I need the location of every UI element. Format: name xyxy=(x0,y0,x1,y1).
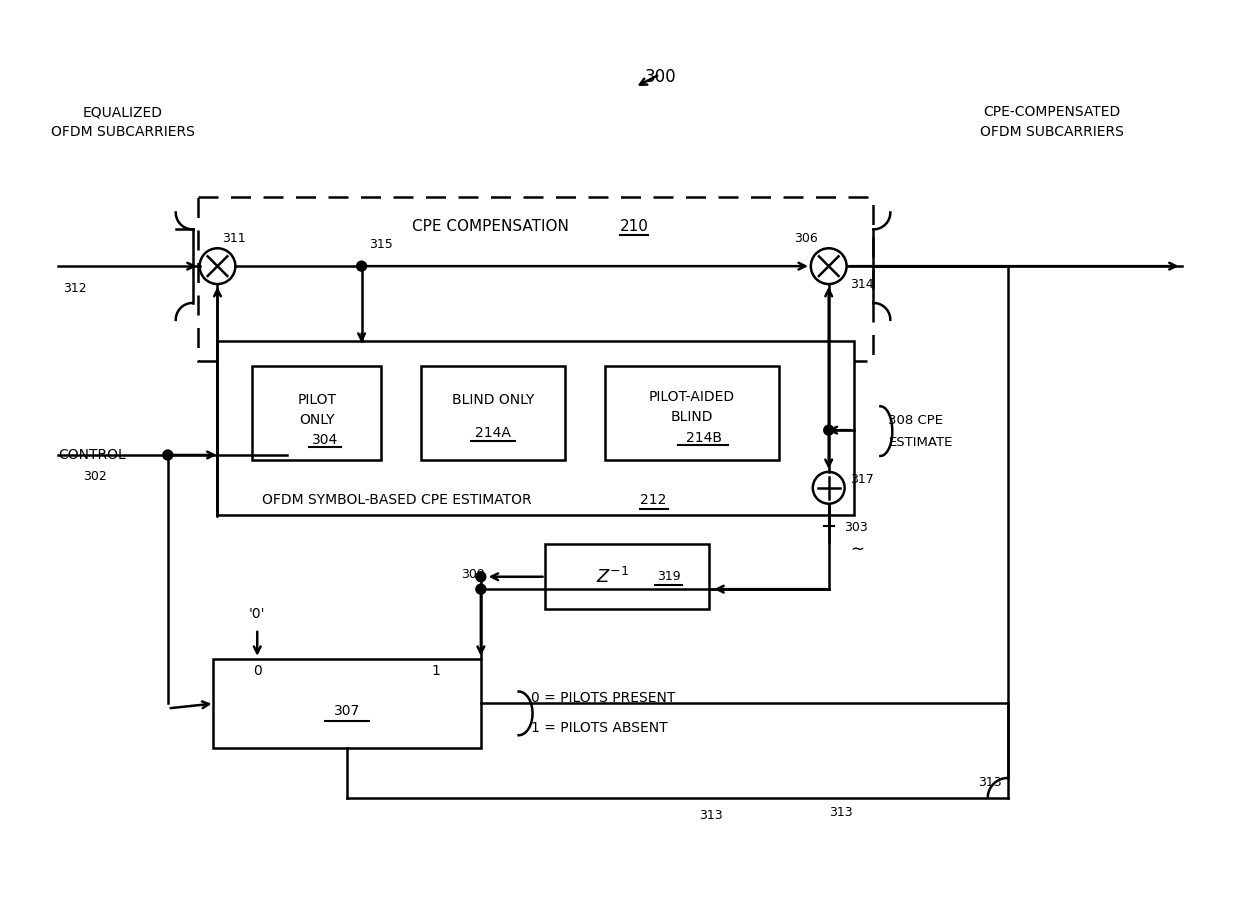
Text: 308 CPE: 308 CPE xyxy=(888,414,944,427)
Text: 313: 313 xyxy=(828,806,852,819)
Circle shape xyxy=(476,572,486,582)
Text: PILOT-AIDED: PILOT-AIDED xyxy=(649,390,735,404)
Text: OFDM SUBCARRIERS: OFDM SUBCARRIERS xyxy=(51,125,195,139)
Bar xyxy=(605,365,779,460)
Text: '0': '0' xyxy=(249,607,265,621)
Text: 210: 210 xyxy=(620,219,649,234)
Text: 314: 314 xyxy=(851,277,874,291)
Text: BLIND: BLIND xyxy=(671,410,713,424)
Text: 303: 303 xyxy=(843,521,867,534)
Text: 317: 317 xyxy=(851,473,874,487)
Text: 1: 1 xyxy=(432,664,440,678)
Circle shape xyxy=(162,450,172,460)
Text: CPE COMPENSATION: CPE COMPENSATION xyxy=(413,219,569,234)
Circle shape xyxy=(812,472,844,504)
Text: 312: 312 xyxy=(63,282,87,294)
Text: 309: 309 xyxy=(461,568,485,581)
Text: 302: 302 xyxy=(83,470,107,484)
Circle shape xyxy=(200,248,236,284)
Text: 311: 311 xyxy=(222,232,246,245)
Text: OFDM SUBCARRIERS: OFDM SUBCARRIERS xyxy=(981,125,1125,139)
Text: $Z^{-1}$: $Z^{-1}$ xyxy=(596,566,629,587)
Bar xyxy=(197,197,873,361)
Text: 0: 0 xyxy=(253,664,262,678)
Text: ONLY: ONLY xyxy=(299,413,335,428)
Text: 214B: 214B xyxy=(686,431,722,445)
Circle shape xyxy=(476,584,486,594)
Text: ESTIMATE: ESTIMATE xyxy=(888,436,952,448)
Text: CONTROL: CONTROL xyxy=(58,448,126,462)
Text: CPE-COMPENSATED: CPE-COMPENSATED xyxy=(983,105,1121,119)
Text: PILOT: PILOT xyxy=(298,393,336,408)
Text: 0 = PILOTS PRESENT: 0 = PILOTS PRESENT xyxy=(531,691,675,706)
Text: 315: 315 xyxy=(370,237,393,251)
Text: EQUALIZED: EQUALIZED xyxy=(83,105,164,119)
Text: 300: 300 xyxy=(645,68,677,86)
Text: $\sim$: $\sim$ xyxy=(847,538,864,556)
Text: 212: 212 xyxy=(640,493,666,506)
Text: 304: 304 xyxy=(311,433,339,447)
Text: 313: 313 xyxy=(978,776,1002,789)
Text: OFDM SYMBOL-BASED CPE ESTIMATOR: OFDM SYMBOL-BASED CPE ESTIMATOR xyxy=(262,493,532,506)
Bar xyxy=(546,545,709,609)
Text: 214A: 214A xyxy=(475,426,511,440)
Text: 306: 306 xyxy=(794,232,817,245)
Text: 1 = PILOTS ABSENT: 1 = PILOTS ABSENT xyxy=(531,721,667,736)
Bar xyxy=(217,341,853,515)
Bar xyxy=(252,365,382,460)
Text: 313: 313 xyxy=(699,809,723,823)
Circle shape xyxy=(811,248,847,284)
Circle shape xyxy=(357,261,367,271)
Text: 307: 307 xyxy=(334,704,360,718)
Circle shape xyxy=(823,425,833,435)
Text: BLIND ONLY: BLIND ONLY xyxy=(453,393,534,408)
Bar xyxy=(212,659,481,748)
Bar xyxy=(422,365,565,460)
Text: 319: 319 xyxy=(657,570,681,583)
